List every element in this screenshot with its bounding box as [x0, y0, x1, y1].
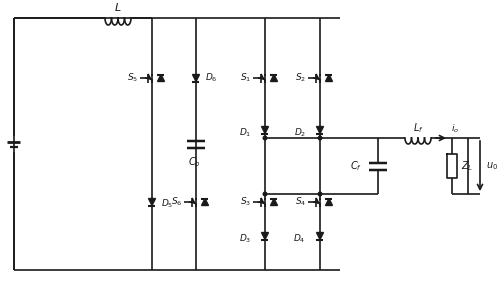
Polygon shape	[316, 127, 323, 133]
Polygon shape	[157, 74, 164, 82]
Circle shape	[263, 136, 266, 140]
Text: $D_5$: $D_5$	[161, 198, 173, 210]
Text: $S_4$: $S_4$	[295, 196, 306, 208]
Polygon shape	[261, 127, 268, 133]
Polygon shape	[316, 233, 323, 239]
Polygon shape	[261, 233, 268, 239]
Text: $i_o$: $i_o$	[450, 123, 458, 135]
Text: $D_6$: $D_6$	[204, 72, 217, 84]
Text: $S_5$: $S_5$	[127, 72, 138, 84]
Text: $D_4$: $D_4$	[293, 233, 306, 245]
Text: $S_6$: $S_6$	[171, 196, 182, 208]
Text: $D_2$: $D_2$	[293, 127, 306, 139]
Polygon shape	[148, 198, 155, 205]
Text: $C_f$: $C_f$	[349, 159, 361, 173]
Circle shape	[318, 192, 321, 196]
Polygon shape	[270, 74, 277, 82]
Text: $U_i$: $U_i$	[0, 137, 2, 151]
Polygon shape	[325, 198, 332, 205]
Text: $Z_L$: $Z_L$	[460, 159, 472, 173]
Text: $C_b$: $C_b$	[187, 155, 200, 169]
Circle shape	[263, 192, 266, 196]
Text: $S_3$: $S_3$	[240, 196, 251, 208]
Text: L: L	[115, 3, 121, 13]
Text: $S_1$: $S_1$	[240, 72, 251, 84]
Circle shape	[318, 136, 321, 140]
Text: $S_2$: $S_2$	[295, 72, 306, 84]
Text: $u_0$: $u_0$	[485, 160, 497, 172]
Text: $L_f$: $L_f$	[412, 121, 422, 135]
Polygon shape	[325, 74, 332, 82]
Polygon shape	[192, 74, 199, 82]
Text: $D_3$: $D_3$	[238, 233, 250, 245]
Polygon shape	[201, 198, 208, 205]
Polygon shape	[270, 198, 277, 205]
Text: $D_1$: $D_1$	[238, 127, 250, 139]
